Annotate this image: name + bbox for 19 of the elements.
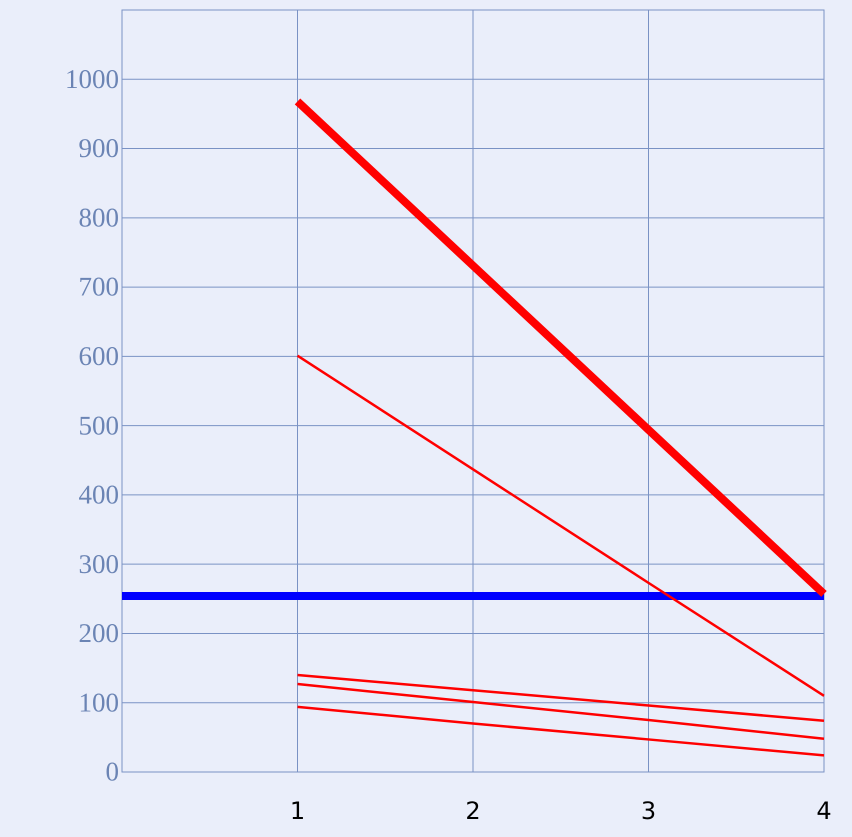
y-tick-label: 200 [78,618,119,648]
y-tick-label: 400 [78,480,119,510]
line-series [296,682,826,740]
x-tick-label: 4 [816,797,832,826]
y-tick-label: 700 [78,272,119,302]
y-tick-label: 1000 [65,64,119,94]
y-tick-label: 300 [78,548,119,579]
line-series [296,706,826,757]
line-series [296,674,826,722]
y-tick-label: 600 [78,341,119,372]
y-tick-label: 800 [78,202,119,232]
x-tick-label: 2 [465,797,481,826]
x-tick-label: 1 [290,797,306,826]
y-tick-label: 900 [78,133,119,164]
y-tick-label: 100 [78,687,119,718]
line-series [296,354,826,698]
y-tick-label: 500 [78,410,119,440]
y-tick-label: 0 [106,756,119,787]
x-tick-label: 3 [640,797,656,826]
